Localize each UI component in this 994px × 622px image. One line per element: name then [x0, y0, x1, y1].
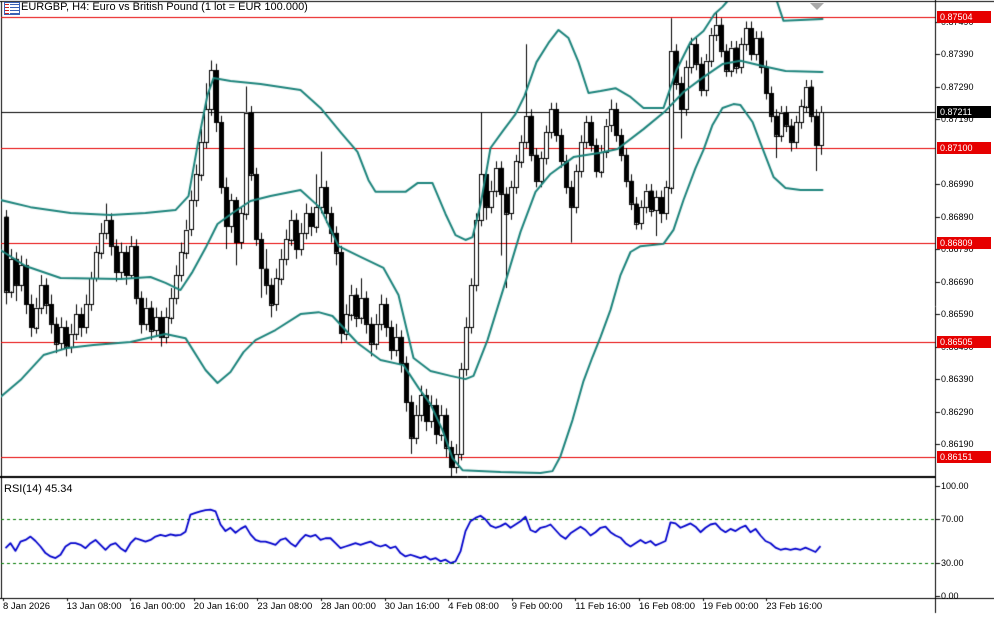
date-tick-label: 13 Jan 08:00 — [66, 601, 122, 612]
price-tick-label: 0.86790 — [941, 244, 974, 255]
chart-title: EURGBP, H4: Euro vs British Pound (1 lot… — [21, 1, 308, 13]
date-tick-label: 8 Jan 2026 — [3, 601, 51, 612]
price-level-box: 0.87504 — [937, 10, 991, 23]
rsi-tick-label: 0.00 — [941, 591, 959, 601]
date-tick-label: 11 Feb 16:00 — [575, 601, 631, 612]
price-tick-label: 0.86590 — [941, 309, 974, 320]
price-tick-label: 0.86390 — [941, 374, 974, 385]
price-tick-label: 0.86290 — [941, 406, 974, 417]
rsi-tick-label: 100.00 — [941, 481, 969, 491]
chart-shift-triangle-icon[interactable] — [810, 3, 824, 10]
date-tick-label: 16 Feb 08:00 — [639, 601, 695, 612]
price-tick-label: 0.86190 — [941, 439, 974, 450]
date-tick-label: 16 Jan 00:00 — [130, 601, 186, 612]
price-tick-label: 0.86990 — [941, 179, 974, 190]
date-tick-label: 30 Jan 16:00 — [384, 601, 440, 612]
date-tick-label: 4 Feb 08:00 — [448, 601, 499, 612]
date-tick-label: 20 Jan 16:00 — [193, 601, 249, 612]
price-tick-label: 0.87290 — [941, 81, 974, 92]
date-tick-label: 23 Feb 16:00 — [766, 601, 823, 612]
rsi-indicator-label: RSI(14) 45.34 — [4, 483, 73, 495]
date-tick-label: 28 Jan 00:00 — [321, 601, 376, 612]
price-tick-label: 0.87390 — [941, 49, 974, 60]
rsi-tick-label: 30.00 — [941, 558, 964, 568]
price-tick-label: 0.86690 — [941, 276, 974, 287]
price-tick-label: 0.86890 — [941, 211, 974, 222]
price-tick-label: 0.87190 — [941, 114, 974, 125]
current-price-box: 0.87211 — [937, 106, 991, 119]
chart-list-icon — [4, 2, 20, 15]
rsi-tick-label: 70.00 — [941, 514, 964, 524]
date-tick-label: 9 Feb 00:00 — [511, 601, 563, 612]
price-level-box: 0.87100 — [937, 142, 991, 155]
price-level-box: 0.86505 — [937, 335, 991, 348]
price-level-box: 0.86151 — [937, 450, 991, 463]
date-tick-label: 19 Feb 00:00 — [702, 601, 759, 612]
date-tick-label: 23 Jan 08:00 — [257, 601, 313, 612]
price-level-box: 0.86809 — [937, 236, 991, 249]
